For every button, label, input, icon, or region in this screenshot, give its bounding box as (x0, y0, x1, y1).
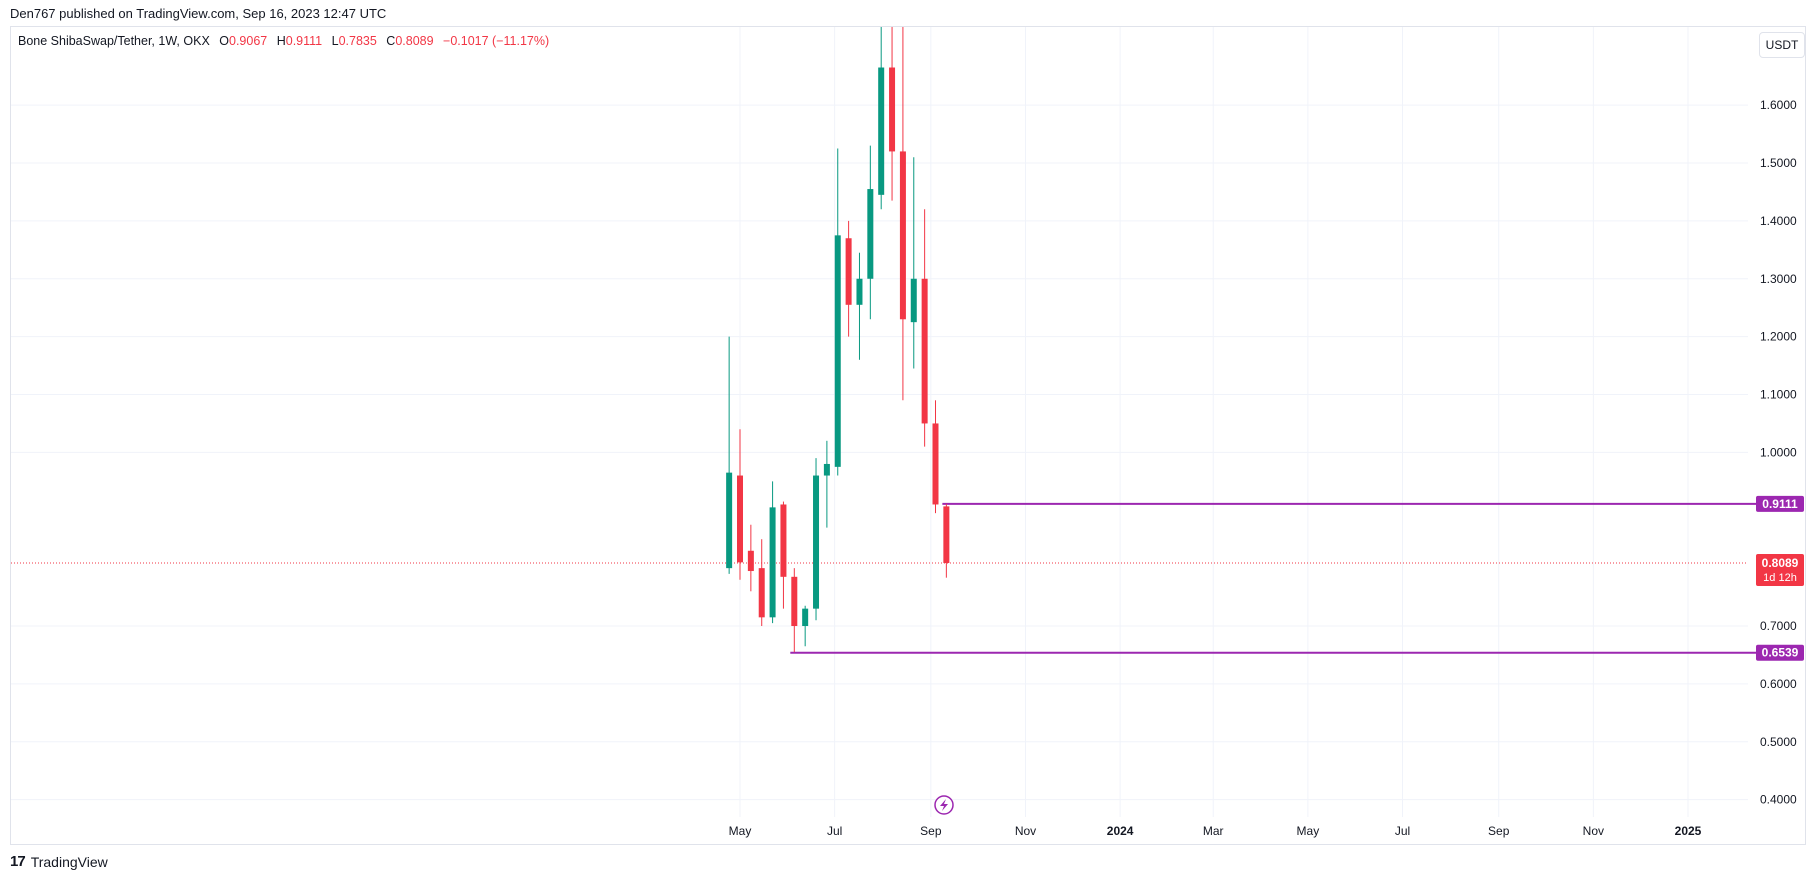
open-label: O (219, 34, 229, 48)
price-tick-label: 1.5000 (1760, 156, 1797, 170)
time-tick-label: 2025 (1675, 824, 1702, 838)
chart-grid (11, 27, 1748, 817)
change-value: −0.1017 (−11.17%) (443, 34, 550, 48)
candle-body (747, 550, 754, 572)
time-axis: May Jul Sep Nov 2024 Mar May Jul Sep Nov 2025 (729, 824, 1702, 838)
candle-body (932, 423, 939, 505)
candle (899, 27, 906, 401)
candle (921, 209, 928, 447)
tradingview-logo-icon: 17 (10, 853, 26, 870)
brand-name: TradingView (30, 853, 108, 870)
candle (726, 336, 733, 574)
price-axis: 1.6000 1.5000 1.4000 1.3000 1.2000 1.1000 1.00… (1760, 98, 1797, 807)
price-tick-label: 1.4000 (1760, 214, 1797, 228)
low-label: L (331, 34, 339, 48)
candle (910, 157, 917, 369)
level-price-badge (1756, 495, 1804, 512)
time-tick-label: Nov (1015, 824, 1036, 838)
candle-body (899, 151, 906, 320)
open-value: 0.9067 (229, 34, 268, 48)
time-tick-label: Sep (920, 824, 942, 838)
candle (943, 503, 950, 578)
close-value: 0.8089 (395, 34, 434, 48)
candle-body (813, 475, 820, 609)
price-tick-label: 0.5000 (1760, 735, 1797, 749)
horizontal-levels: 0.9111 0.6539 0.8089 1d 12h (11, 495, 1804, 661)
currency-button[interactable]: USDT (1759, 32, 1805, 58)
candle (791, 568, 798, 653)
high-label: H (276, 34, 286, 48)
candle-body (791, 576, 798, 627)
level-price-label: 0.6539 (1762, 646, 1799, 660)
candle-body (769, 507, 776, 618)
level-price-label: 0.9111 (1762, 497, 1798, 511)
candle (845, 220, 852, 337)
time-tick-label: Sep (1488, 824, 1510, 838)
candle (932, 400, 939, 514)
candle (769, 481, 776, 624)
price-tick-label: 1.0000 (1760, 445, 1797, 459)
footer-brand[interactable]: 17 TradingView (10, 853, 108, 870)
candle-body (856, 278, 863, 305)
candle (867, 145, 874, 320)
price-tick-label: 1.2000 (1760, 330, 1797, 344)
price-tick-label: 1.1000 (1760, 388, 1797, 402)
candle-body (834, 235, 841, 467)
last-price-badge (1756, 553, 1804, 586)
chart-frame (10, 26, 1806, 845)
candle (834, 148, 841, 476)
publish-info: Den767 published on TradingView.com, Sep… (10, 6, 387, 21)
price-tick-label: 0.6000 (1760, 677, 1797, 691)
price-tick-label: 0.7000 (1760, 619, 1797, 633)
level-price-badge (1756, 644, 1804, 661)
candle (889, 27, 896, 201)
time-tick-label: Nov (1583, 824, 1604, 838)
candle (813, 458, 820, 621)
candle-body (726, 472, 733, 569)
time-tick-label: Jul (827, 824, 842, 838)
candle-body (823, 463, 830, 476)
countdown-label: 1d 12h (1763, 572, 1797, 584)
candle (802, 605, 809, 647)
time-tick-label: May (1297, 824, 1320, 838)
candle-body (845, 238, 852, 305)
price-tick-label: 0.4000 (1760, 793, 1797, 807)
candle-body (802, 608, 809, 627)
candle (737, 429, 743, 580)
candles (726, 27, 950, 653)
symbol-name: Bone ShibaSwap/Tether, 1W, OKX (18, 34, 210, 48)
candle (758, 539, 765, 627)
last-price-label: 0.8089 (1762, 556, 1799, 570)
candle-body (878, 67, 885, 195)
candle (878, 27, 885, 210)
time-tick-label: 2024 (1107, 824, 1134, 838)
candle-body (737, 475, 743, 563)
time-tick-label: Mar (1203, 824, 1224, 838)
candle-body (867, 189, 874, 279)
price-tick-label: 1.6000 (1760, 98, 1797, 112)
low-value: 0.7835 (338, 34, 377, 48)
time-tick-label: May (729, 824, 752, 838)
time-tick-label: Jul (1395, 824, 1410, 838)
candle-body (889, 67, 896, 152)
close-label: C (386, 34, 396, 48)
high-value: 0.9111 (285, 34, 323, 48)
lightning-icon[interactable] (934, 795, 954, 815)
symbol-legend: Bone ShibaSwap/Tether, 1W, OKX O0.9067 H… (18, 34, 549, 48)
candle (823, 440, 830, 528)
price-tick-label: 1.3000 (1760, 272, 1797, 286)
candle-body (758, 568, 765, 618)
candle (780, 501, 787, 609)
candle (747, 524, 754, 592)
candle-body (943, 506, 950, 563)
candle-body (921, 278, 928, 424)
candle-body (910, 278, 917, 323)
candle-body (780, 504, 787, 577)
candle (856, 252, 863, 360)
